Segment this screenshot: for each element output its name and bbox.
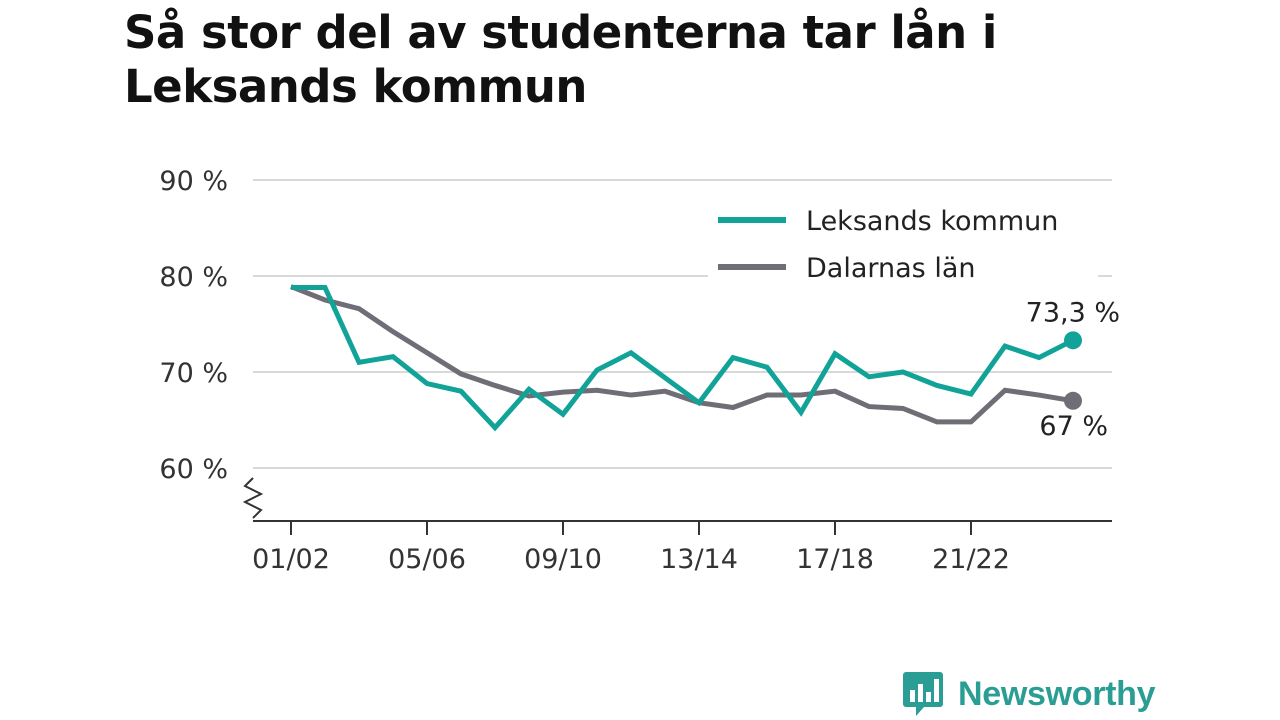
x-tick-label: 13/14 (660, 544, 738, 575)
x-tick-label: 17/18 (796, 544, 874, 575)
y-tick-label: 70 % (159, 358, 228, 389)
chart-title: Så stor del av studenterna tar lån i Lek… (124, 6, 997, 113)
series-end-point (1064, 331, 1082, 350)
axis-break-icon (242, 477, 264, 519)
legend-label: Dalarnas län (806, 253, 975, 284)
y-tick-label: 60 % (159, 454, 228, 485)
x-tick-label: 01/02 (252, 544, 330, 575)
series-end-label: 73,3 % (1026, 297, 1120, 328)
x-axis-ticks: 01/02 05/06 09/10 13/14 17/18 21/22 (252, 521, 1010, 575)
x-tick-label: 09/10 (524, 544, 602, 575)
brand-logo: Newsworthy (902, 670, 1156, 718)
x-tick-label: 05/06 (388, 544, 466, 575)
y-tick-label: 90 % (159, 166, 228, 197)
series-lines (290, 284, 1075, 432)
legend-label: Leksands kommun (806, 206, 1058, 237)
newsworthy-logo-icon (903, 672, 943, 716)
series-line-leksand (291, 285, 1075, 432)
x-axis (242, 477, 1112, 522)
y-axis-tick-labels: 60 % 70 % 80 % 90 % (159, 166, 228, 485)
y-tick-label: 80 % (159, 262, 228, 293)
legend: Leksands kommun Dalarnas län (708, 198, 1098, 284)
series-line-dalarna (290, 284, 1074, 425)
series-end-label: 67 % (1039, 411, 1108, 442)
x-tick-label: 21/22 (932, 544, 1010, 575)
series-end-points: 67 % 73,3 % (1026, 297, 1120, 441)
series-end-point (1064, 391, 1082, 410)
brand-name: Newsworthy (958, 674, 1156, 713)
